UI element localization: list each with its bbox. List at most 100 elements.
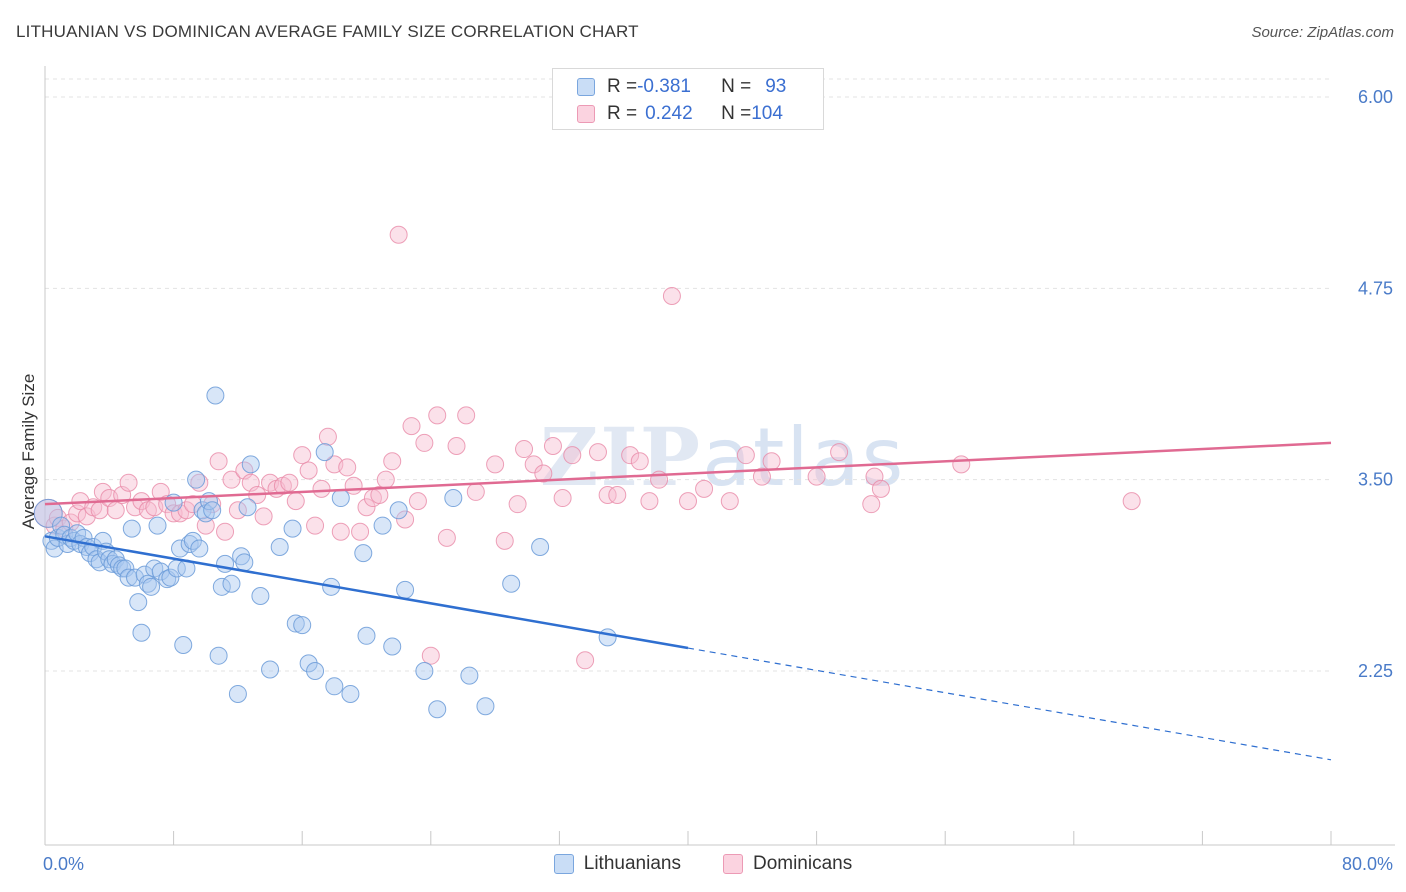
lithuanians-point bbox=[415, 662, 434, 680]
lithuanians-point bbox=[190, 539, 209, 558]
dominicans-point bbox=[331, 522, 350, 541]
lithuanians-point bbox=[389, 501, 408, 520]
lithuanians-point bbox=[222, 574, 241, 593]
legend-r-value: 0.242 bbox=[645, 103, 693, 124]
dominicans-point bbox=[447, 436, 466, 455]
dominicans-point bbox=[807, 467, 826, 486]
lithuanians-point bbox=[161, 568, 180, 587]
lithuanians-point bbox=[476, 697, 495, 716]
lithuanians-swatch bbox=[553, 854, 574, 874]
dominicans-point bbox=[952, 455, 971, 474]
lithuanians-point bbox=[396, 580, 415, 599]
dominicans-point bbox=[196, 516, 215, 535]
dominicans-point bbox=[608, 485, 627, 504]
dominicans-point bbox=[598, 485, 617, 504]
x-tick-label-min: 0.0% bbox=[43, 854, 84, 874]
legend-swatch-pink bbox=[577, 105, 595, 123]
chart-title: LITHUANIAN VS DOMINICAN AVERAGE FAMILY S… bbox=[16, 22, 639, 41]
y-tick-label: 6.00 bbox=[1358, 87, 1393, 107]
lithuanians-point bbox=[261, 660, 280, 679]
dominicans-point bbox=[553, 489, 572, 508]
lithuanians-point bbox=[180, 534, 199, 553]
dominicans-point bbox=[106, 501, 125, 520]
lithuanians-point bbox=[251, 586, 270, 605]
lithuanians-point bbox=[203, 501, 222, 520]
lithuanians-point bbox=[283, 519, 302, 538]
lithuanians-point bbox=[235, 553, 254, 572]
dominicans-point bbox=[437, 528, 456, 547]
lithuanians-point bbox=[299, 654, 318, 673]
lithuanians-trend-line bbox=[44, 535, 689, 650]
lithuanians-point bbox=[315, 443, 334, 462]
dominicans-point bbox=[383, 452, 402, 471]
y-tick-label: 4.75 bbox=[1358, 278, 1393, 298]
lithuanians-trend-extension bbox=[687, 647, 1332, 761]
lithuanians-point bbox=[122, 519, 141, 538]
dominicans-point bbox=[158, 495, 177, 514]
dominicans-point bbox=[871, 479, 890, 498]
dominicans-point bbox=[357, 498, 376, 517]
lithuanians-point bbox=[598, 628, 617, 647]
dominicans-point bbox=[576, 651, 595, 670]
lithuanians-point bbox=[270, 538, 289, 557]
dominicans-point bbox=[495, 531, 514, 550]
legend-row-dominicans: R = 0.242 N = 104 bbox=[577, 102, 783, 126]
dominicans-point bbox=[524, 455, 543, 474]
dominicans-swatch bbox=[722, 854, 743, 874]
lithuanians-point bbox=[460, 666, 479, 685]
dominicans-point bbox=[370, 485, 389, 504]
lithuanians-point bbox=[187, 470, 206, 489]
lithuanians-point bbox=[138, 574, 157, 593]
dominicans-point bbox=[630, 452, 649, 471]
correlation-legend: R = -0.381 N = 93 R = 0.242 N = 104 bbox=[552, 68, 824, 130]
lithuanians-point bbox=[212, 577, 231, 596]
legend-n-label: N = bbox=[721, 76, 752, 97]
dominicans-points bbox=[33, 225, 1141, 670]
dominicans-point bbox=[306, 516, 325, 535]
lithuanians-point bbox=[325, 677, 344, 696]
lithuanians-point bbox=[373, 516, 392, 535]
dominicans-point bbox=[679, 492, 697, 511]
dominicans-point bbox=[344, 476, 363, 495]
dominicans-point bbox=[408, 492, 427, 511]
lithuanians-point bbox=[383, 637, 402, 656]
lithuanians-point bbox=[444, 489, 463, 508]
legend-r-label: R = bbox=[607, 76, 638, 97]
dominicans-point bbox=[254, 507, 273, 526]
axis-layer bbox=[44, 66, 1395, 846]
trend-layer bbox=[44, 441, 1332, 761]
source-label: Source: ZipAtlas.com bbox=[1251, 24, 1394, 41]
dominicans-point bbox=[457, 406, 476, 425]
dominicans-point bbox=[389, 225, 408, 244]
dominicans-point bbox=[280, 473, 299, 492]
dominicans-point bbox=[862, 495, 881, 514]
legend-swatch-blue bbox=[577, 78, 595, 96]
dominicans-point bbox=[222, 470, 241, 489]
legend-item-lithuanians[interactable]: Lithuanians bbox=[553, 851, 681, 877]
lithuanians-point bbox=[206, 386, 225, 405]
legend-n-value: 93 bbox=[765, 76, 787, 97]
legend-item-dominicans[interactable]: Dominicans bbox=[722, 851, 852, 877]
dominicans-point bbox=[695, 479, 714, 498]
lithuanians-point bbox=[142, 577, 161, 596]
lithuanians-point bbox=[286, 614, 305, 633]
lithuanians-point bbox=[33, 498, 63, 528]
lithuanians-point bbox=[209, 646, 228, 665]
x-tick-label-max: 80.0% bbox=[1342, 854, 1393, 874]
dominicans-point bbox=[216, 522, 235, 541]
lithuanians-point bbox=[354, 544, 373, 563]
dominicans-point bbox=[466, 482, 485, 501]
dominicans-point bbox=[543, 436, 562, 455]
lithuanians-label: Lithuanians bbox=[583, 853, 681, 874]
dominicans-point bbox=[119, 473, 138, 492]
lithuanians-point bbox=[293, 616, 312, 635]
lithuanians-point bbox=[341, 684, 360, 703]
dominicans-point bbox=[415, 433, 434, 452]
legend-n-value: 104 bbox=[751, 103, 783, 124]
dominicans-point bbox=[534, 464, 553, 483]
dominicans-point bbox=[508, 495, 527, 514]
dominicans-point bbox=[376, 470, 395, 489]
label-layer: 2.25 3.50 4.75 6.00 0.0% 80.0% Average Family … bbox=[19, 87, 1393, 874]
dominicans-point bbox=[640, 492, 659, 511]
